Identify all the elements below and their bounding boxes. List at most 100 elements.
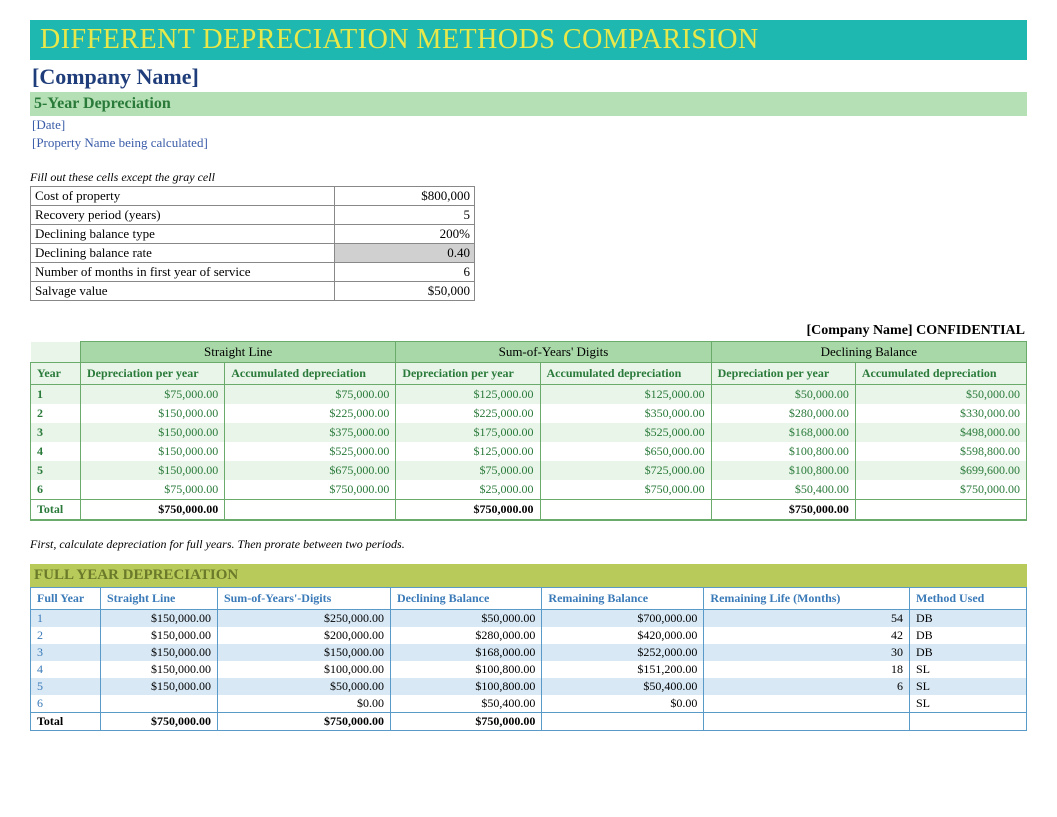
full-cell: $168,000.00	[390, 644, 541, 661]
full-cell: $150,000.00	[101, 610, 218, 628]
year-column-head: Year	[31, 363, 81, 385]
dep-cell: $125,000.00	[396, 442, 540, 461]
prorate-note: First, calculate depreciation for full y…	[30, 537, 1027, 552]
full-row: 5$150,000.00$50,000.00$100,800.00$50,400…	[31, 678, 1027, 695]
col-head: Depreciation per year	[81, 363, 225, 385]
param-row: Declining balance type200%	[31, 225, 475, 244]
method-head-declining-balance: Declining Balance	[711, 342, 1026, 363]
full-cell: $252,000.00	[542, 644, 704, 661]
full-cell: $150,000.00	[101, 644, 218, 661]
params-table: Cost of property$800,000Recovery period …	[30, 186, 475, 301]
param-value[interactable]: $50,000	[335, 282, 475, 301]
col-head: Accumulated depreciation	[225, 363, 396, 385]
full-cell: $0.00	[542, 695, 704, 713]
full-cell: $150,000.00	[101, 678, 218, 695]
full-total-sl: $750,000.00	[101, 713, 218, 731]
dep-cell: $225,000.00	[396, 404, 540, 423]
full-cell: $420,000.00	[542, 627, 704, 644]
dep-cell: $725,000.00	[540, 461, 711, 480]
full-total-sy: $750,000.00	[217, 713, 390, 731]
full-cell: $50,000.00	[390, 610, 541, 628]
dep-cell: $750,000.00	[855, 480, 1026, 500]
full-year-table: Full Year Straight Line Sum-of-Years'-Di…	[30, 587, 1027, 731]
full-cell: SL	[910, 678, 1027, 695]
full-cell: DB	[910, 644, 1027, 661]
dep-cell: $498,000.00	[855, 423, 1026, 442]
params-instruction: Fill out these cells except the gray cel…	[30, 170, 1027, 185]
dep-cell: $50,000.00	[711, 385, 855, 405]
param-value[interactable]: $800,000	[335, 187, 475, 206]
dep-row: 4$150,000.00$525,000.00$125,000.00$650,0…	[31, 442, 1027, 461]
full-cell: 54	[704, 610, 910, 628]
method-head-sum-of-years: Sum-of-Years' Digits	[396, 342, 711, 363]
full-cell: $250,000.00	[217, 610, 390, 628]
total-db: $750,000.00	[711, 500, 855, 521]
fcol-sy: Sum-of-Years'-Digits	[217, 588, 390, 610]
dep-cell: $75,000.00	[225, 385, 396, 405]
param-label: Declining balance type	[31, 225, 335, 244]
company-name: [Company Name]	[30, 60, 1027, 92]
dep-cell: $168,000.00	[711, 423, 855, 442]
total-sl: $750,000.00	[81, 500, 225, 521]
dep-cell: $100,800.00	[711, 461, 855, 480]
dep-cell: $750,000.00	[225, 480, 396, 500]
full-row: 3$150,000.00$150,000.00$168,000.00$252,0…	[31, 644, 1027, 661]
col-head: Accumulated depreciation	[540, 363, 711, 385]
dep-cell: $699,600.00	[855, 461, 1026, 480]
full-cell: $100,800.00	[390, 678, 541, 695]
full-cell: DB	[910, 610, 1027, 628]
fcol-method: Method Used	[910, 588, 1027, 610]
dep-cell: $100,800.00	[711, 442, 855, 461]
param-label: Number of months in first year of servic…	[31, 263, 335, 282]
full-year-header: FULL YEAR DEPRECIATION	[30, 564, 1027, 587]
col-head: Accumulated depreciation	[855, 363, 1026, 385]
fcol-sl: Straight Line	[101, 588, 218, 610]
dep-cell: $280,000.00	[711, 404, 855, 423]
dep-cell: $225,000.00	[225, 404, 396, 423]
full-cell: $50,400.00	[390, 695, 541, 713]
full-cell: 1	[31, 610, 101, 628]
full-row: 2$150,000.00$200,000.00$280,000.00$420,0…	[31, 627, 1027, 644]
total-sy: $750,000.00	[396, 500, 540, 521]
dep-cell: $150,000.00	[81, 442, 225, 461]
full-cell: 18	[704, 661, 910, 678]
full-total-db: $750,000.00	[390, 713, 541, 731]
param-label: Cost of property	[31, 187, 335, 206]
full-cell: $0.00	[217, 695, 390, 713]
col-head: Depreciation per year	[396, 363, 540, 385]
full-cell: 4	[31, 661, 101, 678]
dep-cell: $150,000.00	[81, 404, 225, 423]
subtitle-bar: 5-Year Depreciation	[30, 92, 1027, 116]
param-value[interactable]: 200%	[335, 225, 475, 244]
full-cell: 5	[31, 678, 101, 695]
col-head: Depreciation per year	[711, 363, 855, 385]
param-row: Recovery period (years)5	[31, 206, 475, 225]
full-cell: $50,400.00	[542, 678, 704, 695]
full-cell: DB	[910, 627, 1027, 644]
dep-cell: $25,000.00	[396, 480, 540, 500]
full-cell: 2	[31, 627, 101, 644]
param-label: Salvage value	[31, 282, 335, 301]
param-label: Recovery period (years)	[31, 206, 335, 225]
dep-cell: 6	[31, 480, 81, 500]
param-row: Cost of property$800,000	[31, 187, 475, 206]
dep-cell: $50,000.00	[855, 385, 1026, 405]
dep-row: 6$75,000.00$750,000.00$25,000.00$750,000…	[31, 480, 1027, 500]
dep-cell: $598,800.00	[855, 442, 1026, 461]
dep-cell: $650,000.00	[540, 442, 711, 461]
param-value[interactable]: 0.40	[335, 244, 475, 263]
full-cell: 30	[704, 644, 910, 661]
param-row: Declining balance rate0.40	[31, 244, 475, 263]
dep-cell: $330,000.00	[855, 404, 1026, 423]
full-cell	[101, 695, 218, 713]
full-cell: SL	[910, 695, 1027, 713]
fcol-year: Full Year	[31, 588, 101, 610]
dep-cell: $50,400.00	[711, 480, 855, 500]
dep-cell: $125,000.00	[396, 385, 540, 405]
full-cell: $100,800.00	[390, 661, 541, 678]
dep-cell: $750,000.00	[540, 480, 711, 500]
param-value[interactable]: 6	[335, 263, 475, 282]
full-row: 4$150,000.00$100,000.00$100,800.00$151,2…	[31, 661, 1027, 678]
param-value[interactable]: 5	[335, 206, 475, 225]
dep-cell: 1	[31, 385, 81, 405]
